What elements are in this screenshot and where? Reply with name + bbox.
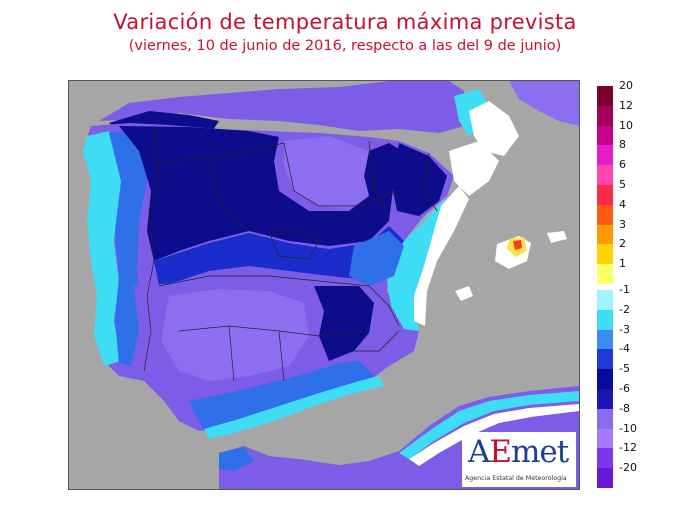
legend-label: 6 [619, 158, 626, 172]
aemet-logo-mark: AEmet [468, 434, 569, 470]
legend-swatch-pos-6 [597, 204, 613, 225]
menorca [547, 231, 567, 243]
map-title: Variación de temperatura máxima prevista [113, 10, 577, 34]
north-plateau-purple [284, 136, 369, 209]
logo-mark-rest: met [511, 434, 569, 470]
legend-label: -20 [619, 461, 637, 475]
legend-label: 4 [619, 197, 626, 211]
south-coast-cyan [204, 376, 384, 439]
border-south-3 [278, 330, 285, 382]
legend-label: 1 [619, 257, 626, 271]
legend-label: 5 [619, 178, 626, 191]
legend-swatch-neg-5 [597, 389, 613, 409]
legend-swatch-neg-9 [597, 468, 613, 488]
legend-label: -4 [619, 342, 630, 356]
logo-mark-e: E [489, 434, 512, 470]
border-portugal [143, 125, 160, 372]
italy-land [509, 81, 579, 126]
border-north-3 [283, 142, 400, 207]
border-south-2 [228, 325, 235, 382]
legend-label: -1 [619, 283, 630, 296]
legend-swatch-pos-5 [597, 185, 613, 205]
legend-swatch-pos-2 [597, 125, 613, 146]
region-borders [143, 125, 438, 382]
legend-label: 10 [619, 118, 633, 132]
legend-swatch-neg-2 [597, 329, 613, 350]
map-svg [69, 81, 579, 489]
france-land [99, 81, 469, 133]
border-madrid [268, 228, 320, 260]
border-north-1 [153, 142, 285, 162]
north-africa-blue [219, 447, 254, 471]
legend-swatch-neg-7 [597, 428, 613, 449]
south-coast-blue [189, 361, 374, 431]
map-subtitle: (viernes, 10 de junio de 2016, respecto … [128, 38, 562, 54]
legend-swatch-neg-1 [597, 309, 613, 330]
legend-label: -12 [619, 441, 637, 455]
legend-swatch-neg-8 [597, 448, 613, 469]
legend-label: -8 [619, 401, 630, 415]
border-valencia [368, 285, 400, 327]
mallorca-red [513, 240, 522, 250]
legend-label: 3 [619, 217, 626, 231]
legend-label: -5 [619, 362, 630, 376]
legend-label: -3 [619, 322, 630, 336]
east-coast-white [414, 186, 469, 326]
portugal-coast-cyan [83, 131, 124, 366]
aemet-logo: AEmet Agencia Estatal de Meteorología [462, 432, 576, 487]
legend-label: -6 [619, 382, 630, 395]
legend-swatch-pos-0 [597, 86, 613, 106]
legend-swatch-pos-1 [597, 105, 613, 126]
legend-swatch-neg-3 [597, 349, 613, 370]
border-central [158, 275, 370, 287]
east-coast-blue [349, 231, 404, 286]
catalonia-white [449, 141, 499, 196]
legend-swatch-pos-9 [597, 264, 613, 284]
south-purple-core [161, 289, 309, 381]
north-africa-coast-cyan [399, 391, 579, 459]
ibiza [455, 286, 473, 301]
france-east-white [469, 101, 519, 156]
aemet-logo-text: Agencia Estatal de Meteorología [465, 475, 567, 482]
legend-swatch-neg-6 [597, 408, 613, 429]
logo-mark-a: A [468, 434, 490, 470]
legend-label: 2 [619, 237, 626, 251]
south-navy-ring [314, 286, 374, 361]
border-north-2 [208, 158, 250, 232]
ebro-navy [391, 143, 447, 216]
legend-label: 8 [619, 138, 626, 152]
legend-label: -2 [619, 302, 630, 316]
legend-swatch-pos-8 [597, 244, 613, 265]
legend-swatch-pos-3 [597, 145, 613, 166]
temperature-map [68, 80, 580, 490]
border-murcia [354, 330, 400, 352]
border-catalonia [423, 152, 438, 212]
legend-swatch-neg-4 [597, 369, 613, 389]
legend-swatch-pos-7 [597, 224, 613, 245]
border-ebro [368, 140, 390, 222]
legend-label: 20 [619, 79, 633, 92]
legend-label: -10 [619, 421, 637, 435]
legend-label: 12 [619, 98, 633, 112]
legend-swatch-neg-0 [597, 290, 613, 310]
north-africa-coast-white [409, 404, 579, 466]
legend-swatch-pos-4 [597, 165, 613, 185]
